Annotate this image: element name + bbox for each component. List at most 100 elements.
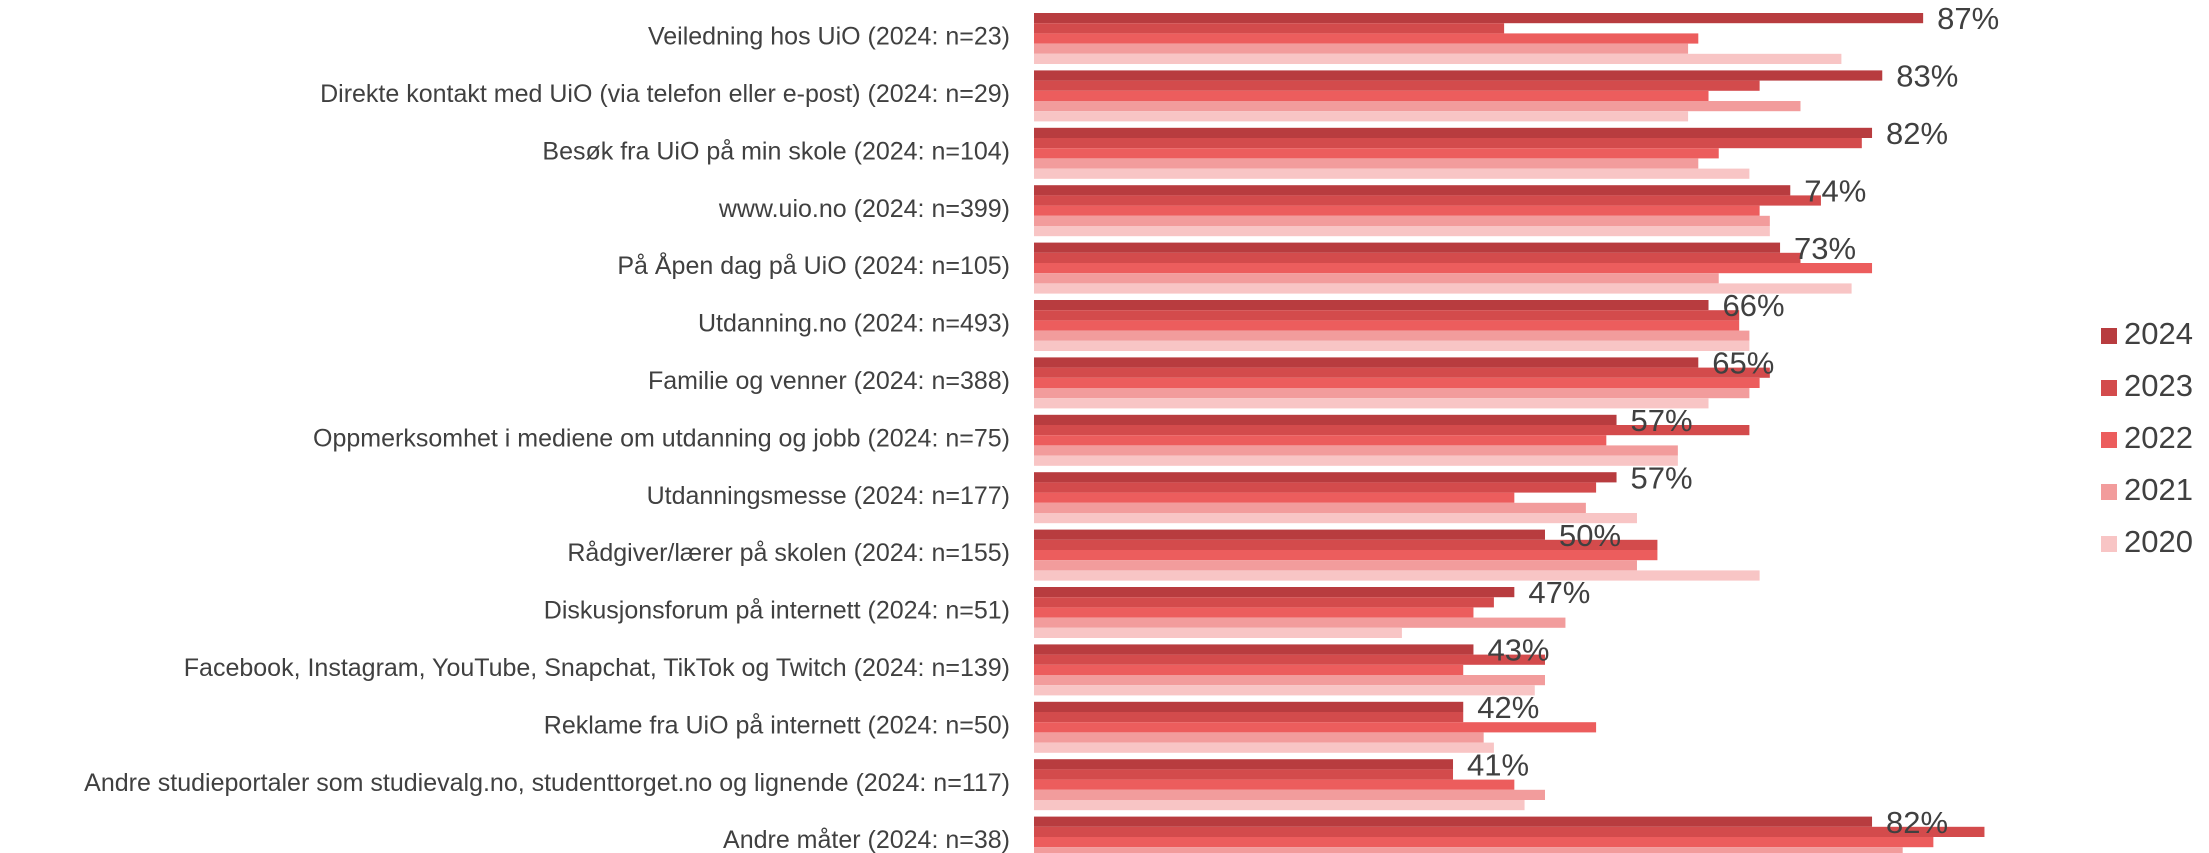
value-label: 57% <box>1631 460 1693 495</box>
bar <box>1034 148 1719 159</box>
bar <box>1034 513 1637 524</box>
bar <box>1034 53 1842 64</box>
category-label: Rådgiver/lærer på skolen (2024: n=155) <box>567 539 1010 567</box>
bar <box>1034 779 1515 790</box>
bar <box>1034 742 1494 753</box>
bar <box>1034 455 1678 466</box>
value-label: 82% <box>1886 116 1948 151</box>
bar <box>1034 283 1852 294</box>
bar <box>1034 252 1801 263</box>
bar <box>1034 226 1770 237</box>
bar <box>1034 43 1689 54</box>
bar <box>1034 435 1607 446</box>
bar <box>1034 111 1689 122</box>
bar <box>1034 215 1770 226</box>
bar <box>1034 13 1924 24</box>
bar <box>1034 340 1750 351</box>
bar <box>1034 310 1740 321</box>
category-label: Andre studieportaler som studievalg.no, … <box>84 769 1010 797</box>
legend-label: 2020 <box>2124 524 2193 559</box>
bar <box>1034 837 1934 848</box>
value-label: 57% <box>1631 403 1693 438</box>
bar <box>1034 263 1873 274</box>
bar <box>1034 722 1597 733</box>
legend-swatch <box>2101 536 2117 552</box>
category-label: Direkte kontakt med UiO (via telefon ell… <box>320 80 1010 108</box>
bar <box>1034 800 1525 811</box>
bar <box>1034 654 1545 665</box>
legend-label: 2024 <box>2124 316 2193 351</box>
legend-swatch <box>2101 328 2117 344</box>
bar <box>1034 195 1821 206</box>
bar <box>1034 759 1454 770</box>
bar <box>1034 388 1750 399</box>
bar <box>1034 644 1474 655</box>
legend-label: 2022 <box>2124 420 2193 455</box>
bar <box>1034 529 1545 540</box>
bar <box>1034 23 1505 34</box>
category-label: Utdanning.no (2024: n=493) <box>698 310 1010 338</box>
value-label: 65% <box>1712 346 1774 381</box>
bar <box>1034 539 1658 550</box>
bar <box>1034 617 1566 628</box>
value-label: 73% <box>1794 231 1856 266</box>
bar <box>1034 414 1617 425</box>
category-label: Andre måter (2024: n=38) <box>723 826 1010 853</box>
category-label: Reklame fra UiO på internett (2024: n=50… <box>544 711 1010 739</box>
bar <box>1034 425 1750 436</box>
bar <box>1034 357 1699 368</box>
bar <box>1034 627 1402 638</box>
bar <box>1034 472 1617 483</box>
legend-label: 2023 <box>2124 368 2193 403</box>
category-label: På Åpen dag på UiO (2024: n=105) <box>617 250 1010 280</box>
bar <box>1034 482 1597 493</box>
bar <box>1034 732 1484 743</box>
bar <box>1034 33 1699 44</box>
bar <box>1034 789 1545 800</box>
bar <box>1034 242 1781 253</box>
category-label: Facebook, Instagram, YouTube, Snapchat, … <box>184 654 1010 682</box>
bar <box>1034 138 1862 149</box>
value-label: 47% <box>1528 575 1590 610</box>
bar <box>1034 445 1678 456</box>
value-label: 83% <box>1896 59 1958 94</box>
bar <box>1034 70 1883 81</box>
category-label: www.uio.no (2024: n=399) <box>718 195 1010 223</box>
bar <box>1034 90 1709 101</box>
value-label: 42% <box>1477 690 1539 725</box>
bar <box>1034 320 1740 331</box>
bar <box>1034 273 1719 284</box>
bar <box>1034 664 1464 675</box>
bar <box>1034 492 1515 503</box>
value-label: 82% <box>1886 805 1948 840</box>
value-label: 43% <box>1487 633 1549 668</box>
bar <box>1034 101 1801 112</box>
bar <box>1034 701 1464 712</box>
value-label: 74% <box>1804 173 1866 208</box>
bar <box>1034 80 1760 91</box>
legend-swatch <box>2101 380 2117 396</box>
bar <box>1034 769 1454 780</box>
bar <box>1034 185 1791 196</box>
bar <box>1034 300 1709 311</box>
value-label: 50% <box>1559 518 1621 553</box>
category-label: Oppmerksomhet i mediene om utdanning og … <box>313 424 1010 452</box>
bar <box>1034 330 1750 341</box>
bar <box>1034 158 1699 169</box>
bar <box>1034 675 1545 686</box>
bar <box>1034 502 1586 513</box>
bar <box>1034 847 1903 853</box>
category-label: Besøk fra UiO på min skole (2024: n=104) <box>542 137 1010 165</box>
bar <box>1034 127 1873 138</box>
bar <box>1034 560 1637 571</box>
category-label: Familie og venner (2024: n=388) <box>648 367 1010 395</box>
bar <box>1034 570 1760 581</box>
legend-swatch <box>2101 432 2117 448</box>
bar <box>1034 816 1873 827</box>
bar <box>1034 550 1658 561</box>
legend-label: 2021 <box>2124 472 2193 507</box>
bar <box>1034 377 1760 388</box>
bar <box>1034 685 1535 696</box>
bar <box>1034 826 1985 837</box>
